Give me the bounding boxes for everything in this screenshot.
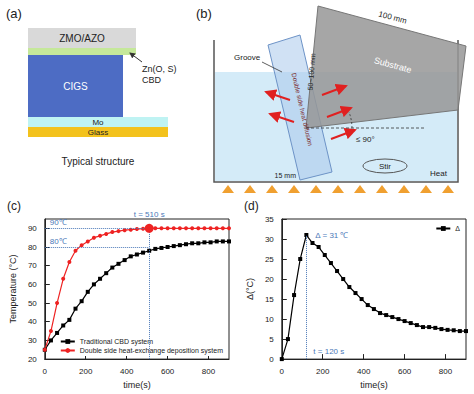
svg-text:Δ: Δ (455, 225, 460, 232)
svg-text:Glass: Glass (88, 128, 108, 137)
svg-text:20: 20 (28, 355, 37, 364)
svg-text:100 mm: 100 mm (378, 9, 409, 25)
svg-text:(c): (c) (7, 199, 21, 213)
svg-text:15 mm: 15 mm (275, 172, 297, 179)
svg-text:400: 400 (120, 367, 134, 376)
svg-text:time(s): time(s) (360, 380, 388, 390)
svg-text:600: 600 (161, 367, 175, 376)
svg-text:Typical structure: Typical structure (62, 156, 135, 167)
svg-text:Traditional CBD system: Traditional CBD system (80, 338, 153, 346)
svg-text:80: 80 (28, 243, 37, 252)
svg-text:Substrate: Substrate (373, 55, 413, 75)
svg-text:Double side heat-exchange depo: Double side heat-exchange deposition sys… (80, 347, 223, 355)
svg-text:Δ = 31 ℃: Δ = 31 ℃ (315, 231, 348, 240)
svg-text:0: 0 (43, 367, 48, 376)
svg-text:40: 40 (28, 317, 37, 326)
svg-text:Double side heat diffusion: Double side heat diffusion (291, 72, 315, 147)
svg-text:200: 200 (79, 367, 93, 376)
svg-text:30: 30 (265, 235, 274, 244)
svg-text:20: 20 (265, 275, 274, 284)
svg-text:600: 600 (398, 367, 412, 376)
svg-text:ZMO/AZO: ZMO/AZO (59, 33, 105, 44)
svg-text:30: 30 (28, 336, 37, 345)
svg-text:80℃: 80℃ (50, 237, 67, 246)
svg-text:time(s): time(s) (123, 380, 151, 390)
svg-text:90: 90 (28, 224, 37, 233)
svg-text:Groove: Groove (234, 53, 261, 62)
svg-text:Stir: Stir (379, 162, 391, 171)
svg-text:CBD: CBD (142, 75, 162, 85)
svg-text:10: 10 (265, 315, 274, 324)
svg-text:0: 0 (280, 367, 285, 376)
svg-text:70: 70 (28, 261, 37, 270)
svg-text:15: 15 (265, 295, 274, 304)
svg-text:90℃: 90℃ (50, 218, 67, 227)
svg-text:Mo: Mo (92, 118, 104, 127)
svg-text:Temperature (°C): Temperature (°C) (8, 254, 18, 323)
svg-text:800: 800 (202, 367, 216, 376)
svg-text:5: 5 (269, 335, 274, 344)
svg-text:≤ 90°: ≤ 90° (356, 135, 375, 144)
svg-text:60: 60 (28, 280, 37, 289)
svg-text:Zn(O, S): Zn(O, S) (142, 64, 177, 74)
svg-text:Heat: Heat (430, 169, 448, 178)
svg-text:t = 120 s: t = 120 s (313, 347, 344, 356)
svg-text:(a): (a) (6, 6, 22, 21)
svg-text:t = 510 s: t = 510 s (134, 210, 165, 219)
svg-text:0: 0 (269, 355, 274, 364)
svg-text:(d): (d) (244, 199, 259, 213)
svg-text:35: 35 (265, 215, 274, 224)
svg-text:Δ(°C): Δ(°C) (245, 278, 255, 300)
svg-text:200: 200 (316, 367, 330, 376)
svg-text:50: 50 (28, 299, 37, 308)
svg-text:50~100 mm: 50~100 mm (306, 53, 316, 91)
svg-text:CIGS: CIGS (63, 81, 88, 92)
svg-text:400: 400 (357, 367, 371, 376)
svg-text:(b): (b) (196, 6, 212, 21)
svg-text:25: 25 (265, 255, 274, 264)
svg-text:800: 800 (439, 367, 453, 376)
